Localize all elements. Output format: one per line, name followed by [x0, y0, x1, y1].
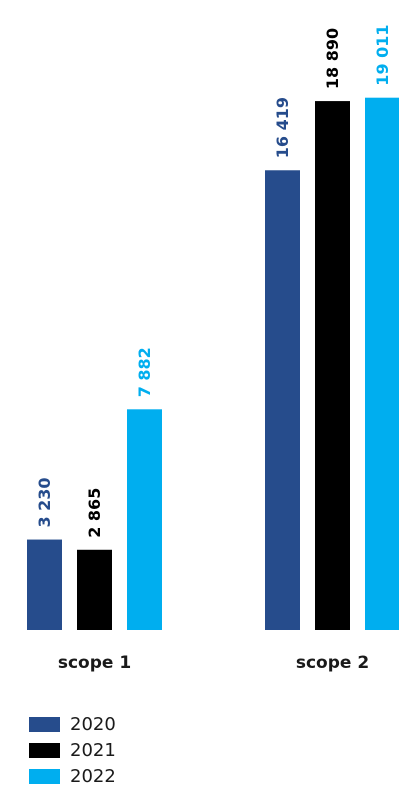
bar-scope-2-2020 — [265, 170, 300, 630]
bar-scope-1-2020 — [27, 539, 62, 630]
bar-scope-1-2022 — [127, 409, 162, 630]
data-label-scope-1-2022: 7 882 — [135, 347, 154, 397]
legend-label-2021: 2021 — [70, 740, 116, 761]
category-label-scope-1: scope 1 — [58, 653, 131, 673]
data-label-scope-2-2020: 16 419 — [273, 97, 292, 158]
legend-swatch-2022 — [29, 769, 60, 784]
data-label-scope-1-2020: 3 230 — [35, 477, 54, 527]
legend-swatch-2020 — [29, 717, 60, 732]
data-label-scope-2-2021: 18 890 — [323, 28, 342, 89]
legend-swatch-2021 — [29, 743, 60, 758]
bar-scope-2-2022 — [365, 97, 399, 630]
legend-label-2022: 2022 — [70, 766, 116, 787]
chart-svg: 3 230 2 865 7 882 scope 1 16 419 18 890 19 011… — [27, 24, 399, 673]
bar-scope-1-2021 — [77, 549, 112, 630]
bar-scope-2-2021 — [315, 101, 350, 630]
data-label-scope-1-2021: 2 865 — [85, 488, 104, 538]
category-label-scope-2: scope 2 — [296, 653, 369, 673]
data-label-scope-2-2022: 19 011 — [373, 24, 392, 85]
legend-label-2020: 2020 — [70, 714, 116, 735]
